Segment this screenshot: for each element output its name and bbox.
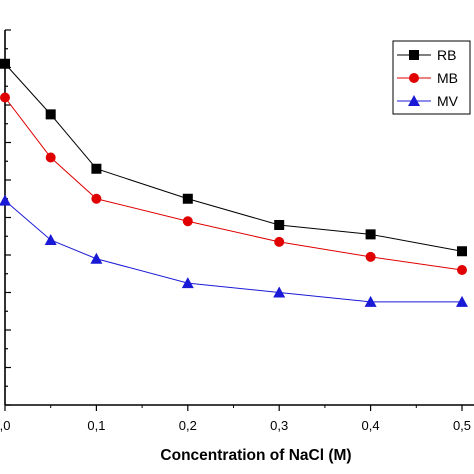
series-rb bbox=[0, 58, 467, 257]
legend-label: MB bbox=[437, 70, 458, 86]
series-mb bbox=[0, 92, 467, 275]
data-point bbox=[90, 252, 103, 264]
data-point bbox=[0, 92, 10, 103]
data-point bbox=[91, 193, 102, 204]
data-point bbox=[45, 109, 56, 120]
x-axis-ticks: ,0 0,1 0,2 0,3 0,4 0,5 bbox=[0, 405, 471, 433]
legend-label: RB bbox=[437, 47, 456, 63]
legend-marker bbox=[409, 50, 419, 60]
data-point bbox=[45, 152, 56, 163]
data-point bbox=[457, 246, 467, 257]
x-tick-label: 0,1 bbox=[87, 418, 105, 433]
data-point bbox=[274, 236, 285, 247]
data-point bbox=[44, 234, 57, 245]
legend-marker bbox=[409, 73, 419, 83]
data-point bbox=[0, 58, 10, 69]
data-point bbox=[456, 295, 468, 307]
legend: RB MB MV bbox=[392, 40, 471, 115]
data-point bbox=[365, 229, 376, 240]
x-tick-label: 0,3 bbox=[270, 418, 288, 433]
x-tick-label: 0,2 bbox=[179, 418, 197, 433]
data-point bbox=[365, 251, 376, 262]
legend-label: MV bbox=[437, 93, 459, 109]
x-axis-label: Concentration of NaCl (M) bbox=[160, 447, 351, 464]
series-mv bbox=[0, 194, 468, 307]
data-point bbox=[91, 163, 102, 174]
data-point bbox=[273, 286, 286, 298]
data-point bbox=[274, 220, 285, 230]
data-point bbox=[457, 265, 467, 275]
series-line bbox=[4, 200, 462, 303]
x-tick-label: 0,4 bbox=[362, 418, 380, 433]
data-point bbox=[182, 216, 193, 227]
legend-marker bbox=[408, 95, 420, 106]
data-point bbox=[182, 193, 193, 204]
series-line bbox=[4, 97, 463, 271]
data-point bbox=[181, 277, 194, 289]
data-point bbox=[364, 295, 377, 307]
x-tick-label: 0,5 bbox=[453, 418, 471, 433]
data-point bbox=[0, 194, 11, 206]
x-tick-label: ,0 bbox=[0, 418, 10, 433]
series-layer bbox=[0, 58, 468, 307]
